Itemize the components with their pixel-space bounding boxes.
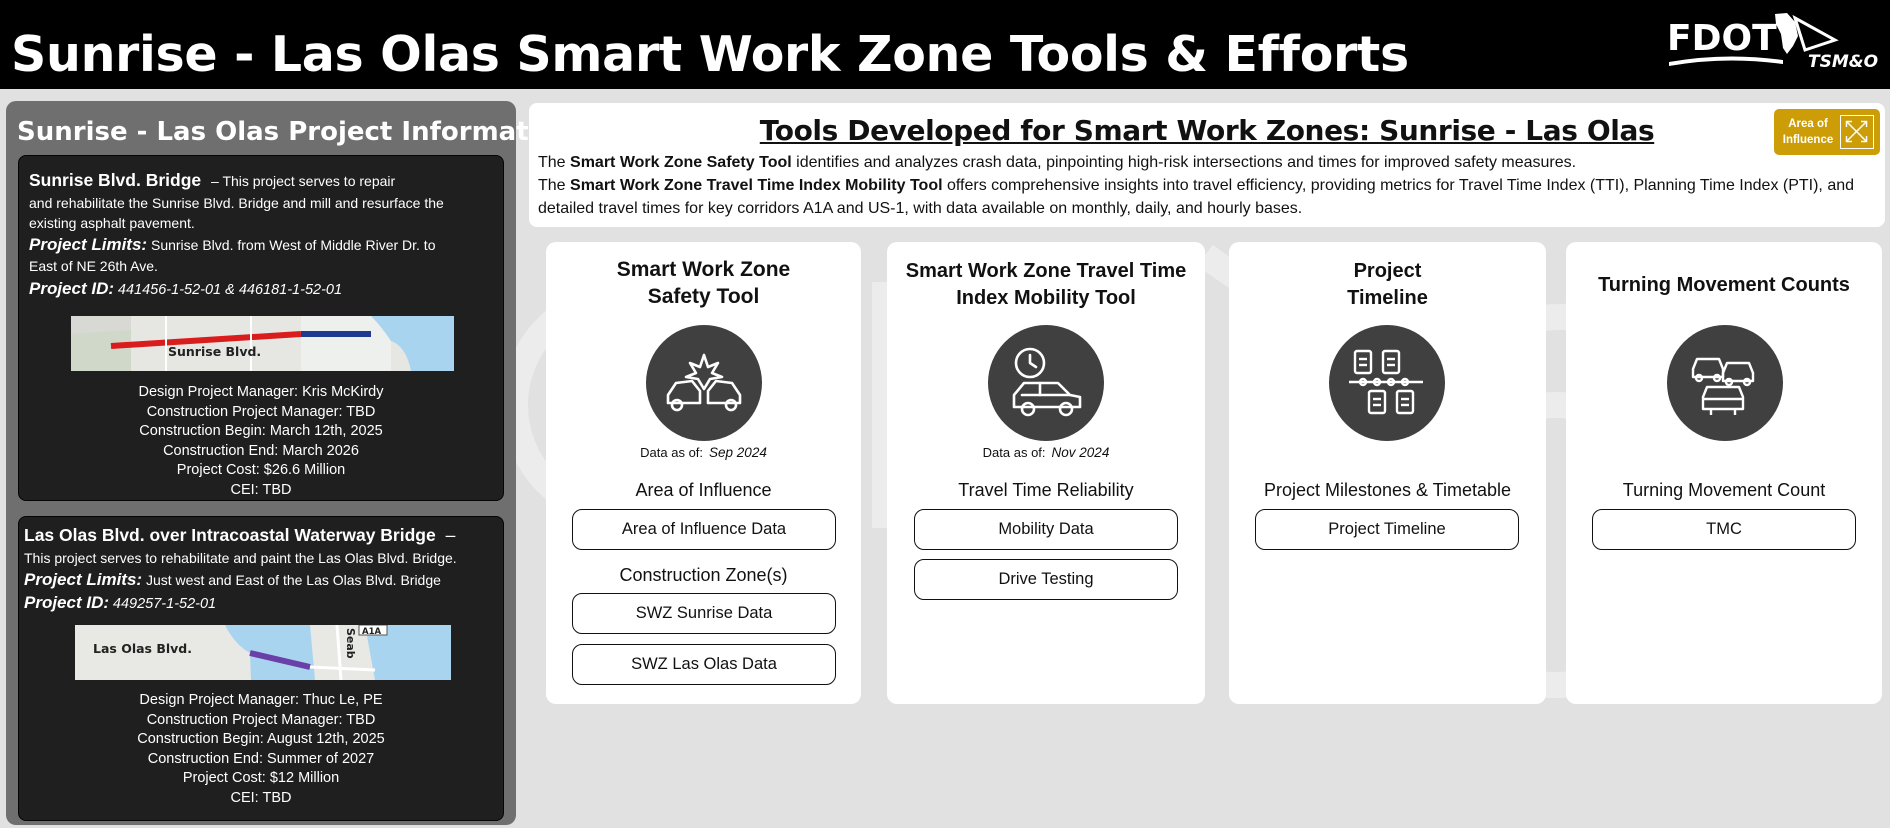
fdot-logo-text: FDOT xyxy=(1667,18,1777,59)
tmc-button[interactable]: TMC xyxy=(1592,509,1856,550)
area-of-influence-button[interactable]: Area of Influence xyxy=(1774,109,1880,155)
drive-testing-button[interactable]: Drive Testing xyxy=(914,559,1178,600)
intro-text: The xyxy=(538,177,571,194)
milestones-heading: Project Milestones & Timetable xyxy=(1263,480,1512,500)
as-of-value: Nov 2024 xyxy=(1051,445,1110,460)
tool-title-line: Index Mobility Tool xyxy=(956,287,1136,309)
intro-text: The xyxy=(538,154,571,171)
tool-title-line: Safety Tool xyxy=(647,285,760,308)
expand-area-icon xyxy=(1840,115,1874,149)
intro-text: offers comprehensive insights into trave… xyxy=(538,177,1855,217)
project-description: This project serves to rehabilitate and … xyxy=(24,550,457,566)
sunrise-project-card: Sunrise Blvd. Bridge – This project serv… xyxy=(18,155,504,501)
mobility-tool-card: Smart Work Zone Travel Time Index Mobili… xyxy=(887,242,1205,704)
badge-line: Influence xyxy=(1782,134,1834,146)
map-label-secondary: Seab xyxy=(344,628,357,659)
detail-line: Construction Project Manager: TBD xyxy=(146,403,376,420)
project-info-panel: Sunrise - Las Olas Project Information S… xyxy=(6,101,574,825)
detail-line: Construction Begin: August 12th, 2025 xyxy=(137,731,385,747)
detail-line: Project Cost: $12 Million xyxy=(182,770,340,786)
detail-line: CEI: TBD xyxy=(230,481,292,498)
swz-sunrise-data-button[interactable]: SWZ Sunrise Data xyxy=(572,593,836,634)
area-of-influence-heading: Area of Influence xyxy=(635,480,772,500)
tool-title-line: Timeline xyxy=(1347,287,1428,309)
detail-line: Design Project Manager: Thuc Le, PE xyxy=(139,692,383,708)
tools-intro-title: Tools Developed for Smart Work Zones: Su… xyxy=(759,114,1655,147)
area-of-influence-data-button[interactable]: Area of Influence Data xyxy=(572,509,836,550)
project-id: 441456-1-52-01 & 446181-1-52-01 xyxy=(117,282,343,298)
tool-title-line: Smart Work Zone Travel Time xyxy=(905,260,1187,282)
intro-tool-name: Smart Work Zone Travel Time Index Mobili… xyxy=(570,177,943,194)
intro-tool-name: Smart Work Zone Safety Tool xyxy=(570,154,792,171)
fdot-logo: FDOT TSM&O xyxy=(1665,10,1890,78)
project-limits: East of NE 26th Ave. xyxy=(29,258,158,274)
map-road-shield: A1A xyxy=(362,627,381,637)
tools-intro-text: The Smart Work Zone Safety Tool identifi… xyxy=(538,151,1878,220)
project-limits: Sunrise Blvd. from West of Middle River … xyxy=(150,237,436,253)
project-limits-label: Project Limits: xyxy=(29,235,148,254)
tsmo-logo-text: TSM&O xyxy=(1808,52,1878,72)
mobility-data-as-of: Data as of: Nov 2024 xyxy=(887,445,1205,460)
traffic-cars-icon xyxy=(1667,325,1783,441)
safety-tool-title: Smart Work Zone Safety Tool xyxy=(546,256,861,310)
project-name: Las Olas Blvd. over Intracoastal Waterwa… xyxy=(24,525,436,545)
project-name: Sunrise Blvd. Bridge xyxy=(29,170,202,190)
safety-data-as-of: Data as of: Sep 2024 xyxy=(546,445,861,460)
map-label: Las Olas Blvd. xyxy=(93,641,192,656)
project-description: – This project serves to repair xyxy=(211,173,396,189)
tmc-tool-title: Turning Movement Counts xyxy=(1598,274,1850,296)
as-of-label: Data as of: xyxy=(640,445,704,460)
detail-line: Construction Project Manager: TBD xyxy=(146,711,376,728)
safety-tool-card: Smart Work Zone Safety Tool Data as of: S… xyxy=(546,242,861,704)
sunrise-map: Sunrise Blvd. xyxy=(71,316,454,371)
tool-title-line: Smart Work Zone xyxy=(616,258,791,281)
detail-line: Construction End: Summer of 2027 xyxy=(147,750,375,767)
area-of-influence-label: Area of Influence xyxy=(1779,116,1837,148)
swz-lasolas-data-button[interactable]: SWZ Las Olas Data xyxy=(572,644,836,685)
construction-zones-heading: Construction Zone(s) xyxy=(619,565,788,585)
lasolas-project-card: Las Olas Blvd. over Intracoastal Waterwa… xyxy=(18,516,504,821)
map-label: Sunrise Blvd. xyxy=(168,344,261,359)
tmc-tool-card: Turning Movement Counts Turning Movement… xyxy=(1566,242,1882,704)
detail-line: Construction Begin: March 12th, 2025 xyxy=(139,423,383,439)
header-bar: Sunrise - Las Olas Smart Work Zone Tools… xyxy=(0,0,1890,89)
turning-movement-heading: Turning Movement Count xyxy=(1622,480,1826,500)
project-limits-label: Project Limits: xyxy=(24,570,143,589)
project-id-label: Project ID: xyxy=(24,593,110,612)
project-id-label: Project ID: xyxy=(29,279,115,298)
mobility-data-button[interactable]: Mobility Data xyxy=(914,509,1178,550)
page-title: Sunrise - Las Olas Smart Work Zone Tools… xyxy=(11,26,1409,83)
timeline-tool-card: Project Timeline Project Milestones & Ti… xyxy=(1229,242,1546,704)
detail-line: CEI: TBD xyxy=(230,789,292,806)
timeline-clipboard-icon xyxy=(1329,325,1445,441)
detail-line: Construction End: March 2026 xyxy=(163,442,359,459)
tools-intro-box: Tools Developed for Smart Work Zones: Su… xyxy=(529,103,1885,227)
as-of-label: Data as of: xyxy=(982,445,1046,460)
project-limits: Just west and East of the Las Olas Blvd.… xyxy=(145,572,441,588)
as-of-value: Sep 2024 xyxy=(709,445,767,460)
project-description: and rehabilitate the Sunrise Blvd. Bridg… xyxy=(29,195,444,211)
project-description: existing asphalt pavement. xyxy=(29,215,195,231)
project-id: 449257-1-52-01 xyxy=(112,596,217,612)
tool-title-line: Project xyxy=(1353,260,1422,282)
lasolas-map: Las Olas Blvd. Seab A1A xyxy=(75,625,451,680)
project-timeline-button[interactable]: Project Timeline xyxy=(1255,509,1519,550)
sunrise-details: Design Project Manager: Kris McKirdy Con… xyxy=(19,383,503,500)
car-crash-icon xyxy=(646,325,762,441)
project-panel-title: Sunrise - Las Olas Project Information xyxy=(17,117,574,147)
project-name-dash: – xyxy=(445,525,456,545)
badge-line: Area of xyxy=(1788,118,1828,130)
detail-line: Design Project Manager: Kris McKirdy xyxy=(138,384,384,400)
detail-line: Project Cost: $26.6 Million xyxy=(176,462,346,478)
intro-text: identifies and analyzes crash data, pinp… xyxy=(791,154,1577,171)
mobility-tool-title: Smart Work Zone Travel Time Index Mobili… xyxy=(887,258,1205,312)
timeline-tool-title: Project Timeline xyxy=(1229,258,1546,312)
lasolas-details: Design Project Manager: Thuc Le, PE Cons… xyxy=(19,691,503,808)
travel-time-reliability-heading: Travel Time Reliability xyxy=(958,480,1134,500)
car-clock-icon xyxy=(988,325,1104,441)
